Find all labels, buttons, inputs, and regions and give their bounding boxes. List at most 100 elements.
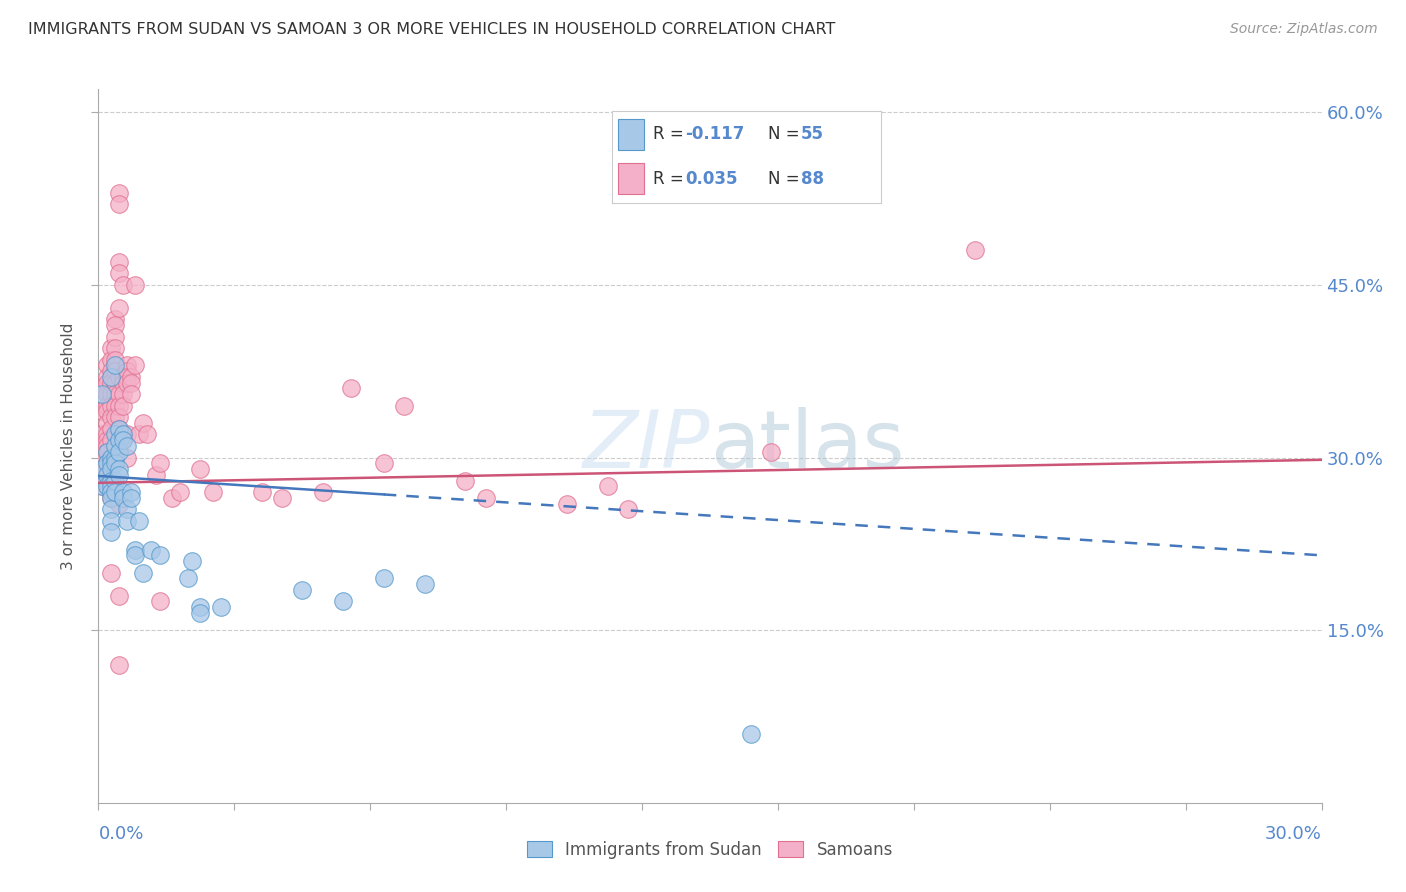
Point (100, 456, 122, 470)
Point (111, 491, 134, 505)
Point (104, 376, 127, 390)
Point (111, 485, 134, 500)
Text: 0.0%: 0.0% (98, 825, 143, 843)
Point (104, 427, 127, 442)
Point (965, 244, 987, 258)
Point (104, 410, 127, 425)
Point (132, 416, 155, 430)
Point (108, 462, 131, 476)
Point (128, 514, 150, 528)
Point (108, 255, 131, 269)
Point (104, 474, 127, 488)
Point (96, 370, 118, 384)
Point (250, 485, 273, 500)
Point (392, 399, 416, 413)
Point (291, 582, 314, 597)
Point (108, 387, 131, 401)
Point (111, 427, 134, 442)
Point (120, 491, 142, 505)
Point (91, 404, 114, 418)
Point (100, 474, 122, 488)
Point (108, 497, 131, 511)
Point (111, 277, 134, 292)
Point (120, 370, 142, 384)
Point (104, 439, 127, 453)
Point (111, 434, 134, 448)
Point (111, 376, 134, 390)
Point (115, 370, 138, 384)
Point (120, 387, 142, 401)
Point (115, 450, 138, 465)
Point (740, 727, 762, 741)
Point (128, 427, 150, 442)
Point (115, 427, 138, 442)
Point (104, 312, 127, 326)
Point (181, 554, 204, 568)
Point (108, 370, 131, 384)
Point (91, 462, 114, 476)
Point (91, 479, 114, 493)
Point (108, 410, 131, 425)
Point (100, 450, 122, 465)
Point (120, 485, 142, 500)
Point (108, 434, 131, 448)
Point (124, 549, 146, 563)
Point (104, 364, 127, 378)
Point (104, 341, 127, 355)
Point (111, 427, 134, 442)
Point (100, 467, 122, 482)
Point (115, 376, 138, 390)
Point (149, 549, 172, 563)
Point (96, 399, 118, 413)
Point (96, 404, 118, 418)
Point (145, 467, 167, 482)
Point (100, 491, 122, 505)
Point (108, 657, 131, 672)
Point (373, 456, 395, 470)
Point (91, 462, 114, 476)
Point (104, 318, 127, 333)
Point (108, 197, 131, 211)
Point (100, 352, 122, 367)
Point (160, 491, 183, 505)
Point (111, 370, 134, 384)
Point (104, 456, 127, 470)
Point (96, 479, 118, 493)
Point (188, 462, 212, 476)
Point (100, 370, 122, 384)
Point (136, 427, 159, 442)
Point (96, 444, 118, 458)
Point (104, 485, 127, 500)
Point (96, 434, 118, 448)
Point (270, 491, 294, 505)
Point (115, 439, 138, 453)
Point (332, 594, 354, 608)
Point (149, 594, 172, 608)
Point (108, 422, 131, 436)
Point (91, 467, 114, 482)
Point (132, 566, 155, 580)
Point (120, 376, 142, 390)
Point (104, 329, 127, 343)
Point (111, 399, 134, 413)
Point (96, 427, 118, 442)
Point (100, 450, 122, 465)
Point (100, 376, 122, 390)
Point (96, 439, 118, 453)
Point (115, 514, 138, 528)
Point (108, 301, 131, 315)
Point (96, 467, 118, 482)
Point (100, 462, 122, 476)
Point (96, 416, 118, 430)
Point (141, 542, 163, 557)
Point (188, 600, 212, 615)
Point (91, 387, 114, 401)
Point (149, 456, 172, 470)
Point (124, 359, 146, 373)
Point (100, 491, 122, 505)
Point (108, 186, 131, 200)
Text: atlas: atlas (710, 407, 904, 485)
Point (115, 364, 138, 378)
Point (100, 479, 122, 493)
Y-axis label: 3 or more Vehicles in Household: 3 or more Vehicles in Household (60, 322, 76, 570)
